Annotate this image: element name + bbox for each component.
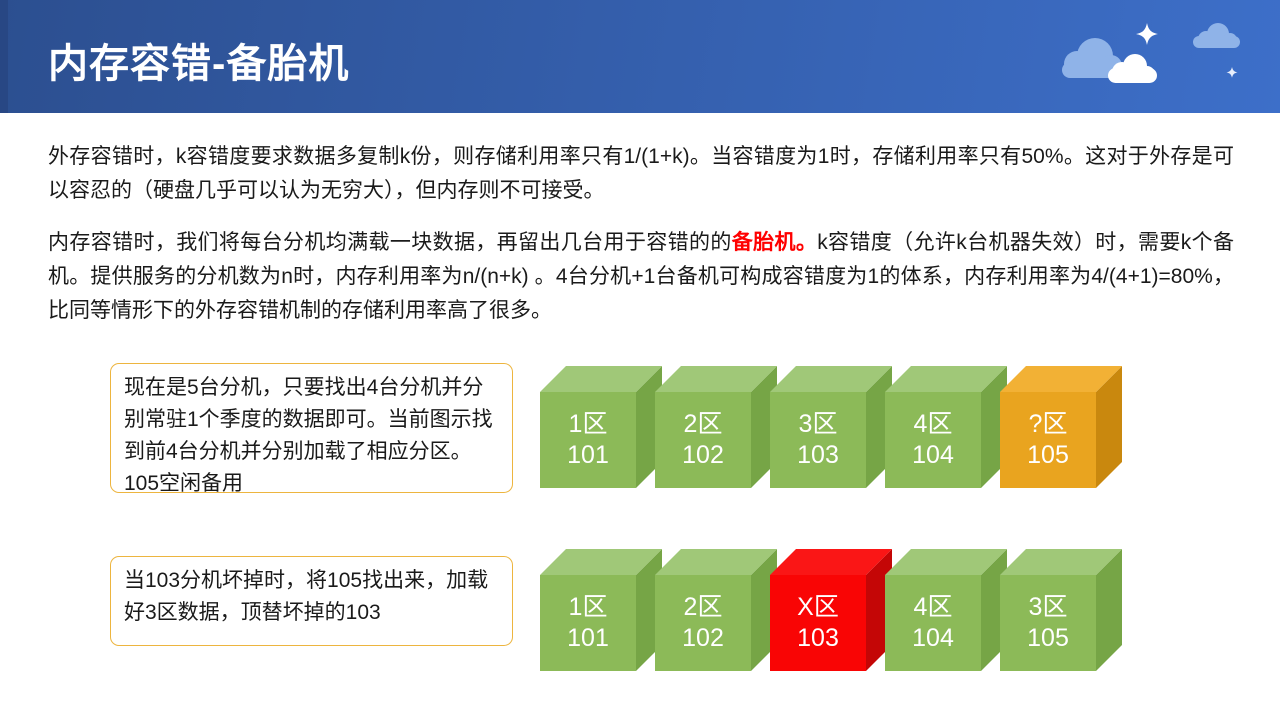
cube-partition-label: X区 [797,593,839,621]
cube-front-face: ?区 105 [1000,392,1096,488]
callout-box-normal-state: 现在是5台分机，只要找出4台分机并分别常驻1个季度的数据即可。当前图示找到前4台… [110,363,513,495]
intro-paragraph-1: 外存容错时，k容错度要求数据多复制k份，则存储利用率只有1/(1+k)。当容错度… [48,145,1234,202]
cloud-small-white-icon [1108,54,1157,83]
cube-machine-id: 103 [797,624,839,652]
cube-machine-id: 102 [682,624,724,652]
cube-front-face: 3区 105 [1000,575,1096,671]
cube-partition-label: 4区 [913,593,953,621]
cube-front-face: 4区 104 [885,575,981,671]
cube-machine-id: 103 [797,441,839,469]
cube-partition-label: 3区 [1028,593,1068,621]
slide-title: 内存容错-备胎机 [48,42,350,86]
cube-machine-id: 105 [1027,624,1069,652]
machine-cube: 4区 104 [885,549,1007,671]
cube-partition-label: 4区 [913,410,953,438]
cube-machine-id: 104 [912,441,954,469]
intro-paragraph-2: 内存容错时，我们将每台分机均满载一块数据，再留出几台用于容错的的备胎机。k容错度… [48,226,1234,328]
cube-machine-id: 105 [1027,441,1069,469]
cube-row-normal: 1区 101 2区 102 3区 103 4区 104 [540,366,1140,488]
cube-machine-id: 101 [567,441,609,469]
machine-cube: 1区 101 [540,366,662,488]
cube-machine-id: 104 [912,624,954,652]
sky-decoration [1062,23,1240,83]
machine-cube: 1区 101 [540,549,662,671]
header-banner: 内存容错-备胎机 [0,0,1280,113]
cube-front-face: 1区 101 [540,392,636,488]
cube-front-face: 1区 101 [540,575,636,671]
cube-front-face: 4区 104 [885,392,981,488]
cube-machine-id: 102 [682,441,724,469]
sparkle-small-icon [1226,67,1238,78]
paragraph2-text-before: 内存容错时，我们将每台分机均满载一块数据，再留出几台用于容错的的 [48,231,732,254]
machine-cube: 2区 102 [655,549,777,671]
cloud-large-light-icon [1062,38,1122,78]
cube-partition-label: 1区 [568,410,608,438]
cube-front-face: 2区 102 [655,392,751,488]
cube-front-face: X区 103 [770,575,866,671]
cube-partition-label: 3区 [798,410,838,438]
cube-row-failover: 1区 101 2区 102 X区 103 4区 104 [540,549,1140,671]
cube-front-face: 3区 103 [770,392,866,488]
cube-partition-label: 2区 [683,593,723,621]
machine-cube: 3区 105 [1000,549,1122,671]
machine-cube: 2区 102 [655,366,777,488]
paragraph2-text-after: k容错度（允许k台机器失效）时，需要k个备机。提供服务的分机数为n时，内存利用率… [48,231,1235,322]
paragraph2-highlight: 备胎机。 [731,231,818,254]
sparkle-large-icon [1136,23,1158,45]
cube-machine-id: 101 [567,624,609,652]
header-accent-stripe [0,0,8,113]
cube-partition-label: ?区 [1028,410,1068,438]
cloud-small-light-icon [1193,23,1240,48]
cube-partition-label: 1区 [568,593,608,621]
cube-partition-label: 2区 [683,410,723,438]
callout-box-failover-state: 当103分机坏掉时，将105找出来，加载好3区数据，顶替坏掉的103 [110,556,513,646]
machine-cube-spare: ?区 105 [1000,366,1122,488]
machine-cube: 3区 103 [770,366,892,488]
cube-front-face: 2区 102 [655,575,751,671]
machine-cube-failed: X区 103 [770,549,892,671]
machine-cube: 4区 104 [885,366,1007,488]
